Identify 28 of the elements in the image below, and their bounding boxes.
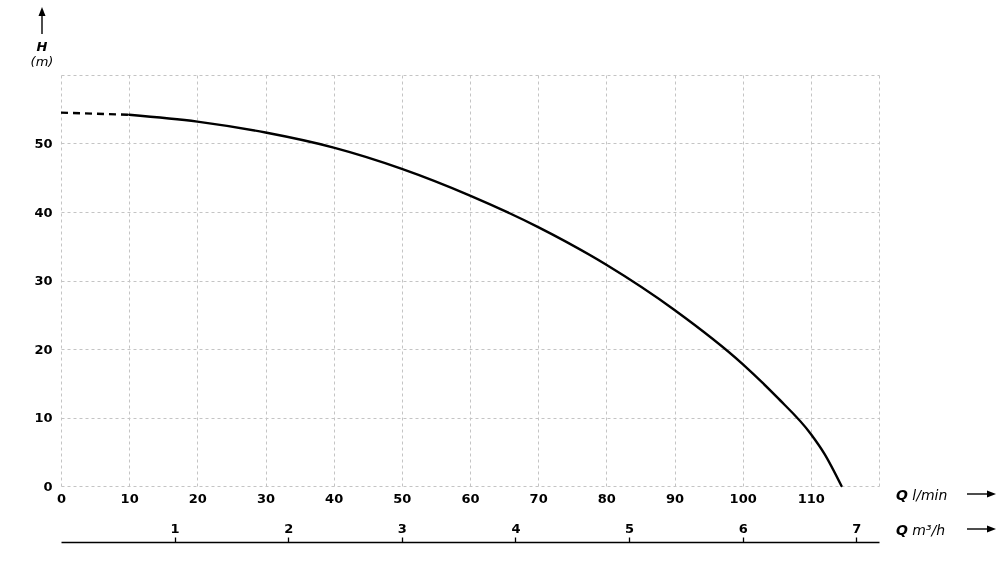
y-tick-label: 20 (34, 341, 53, 357)
y-tick-label: 10 (34, 410, 53, 425)
x-tick-label: 100 (729, 490, 757, 506)
x2-tick-label: 7 (852, 520, 862, 536)
x2-tick-label: 1 (170, 520, 180, 536)
x2-tick-label: 2 (284, 520, 294, 536)
x-tick-label: 30 (256, 490, 276, 506)
x-tick-label: 80 (597, 490, 616, 506)
y-tick-label: 40 (34, 204, 53, 220)
x-tick-label: 10 (120, 490, 139, 506)
x-tick-label: 60 (461, 490, 480, 506)
x-tick-label: 40 (325, 490, 344, 506)
y-tick-label: 0 (43, 478, 53, 494)
x-tick-label: 70 (529, 490, 548, 506)
y-tick-label: 30 (34, 273, 53, 288)
x-tick-label: 50 (393, 490, 412, 506)
y-axis-title: H (m) (30, 39, 54, 69)
x2-tick-label: 5 (625, 520, 635, 536)
x2-tick-label: 6 (738, 520, 748, 536)
x2-tick-label: 3 (397, 520, 407, 536)
y-tick-label: 50 (34, 136, 53, 151)
x-tick-label: 20 (188, 490, 207, 506)
x2-axis-title: Q m³/h (896, 522, 946, 538)
x-tick-label: 110 (797, 490, 825, 506)
x-tick-label: 0 (56, 490, 67, 506)
x2-tick-label: 4 (511, 520, 521, 536)
x-axis-title: Q l/min (896, 487, 948, 503)
x-tick-label: 90 (665, 490, 685, 506)
